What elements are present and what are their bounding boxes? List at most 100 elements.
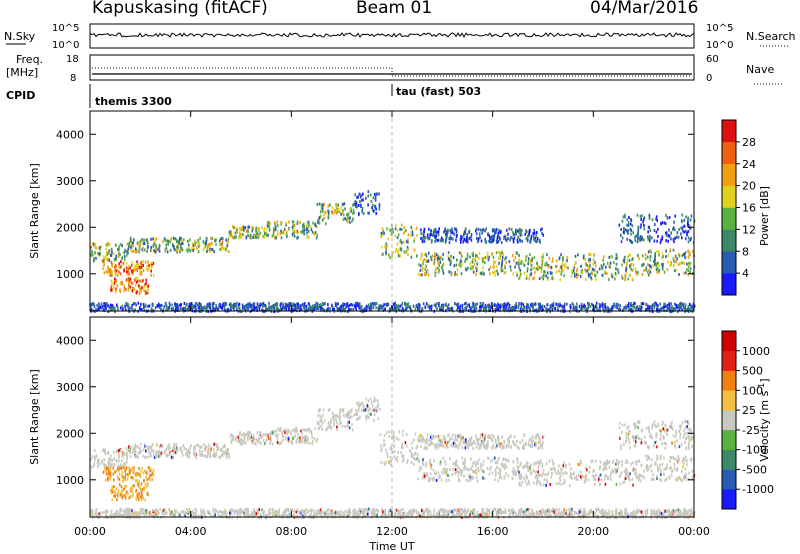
range-cell <box>535 470 537 474</box>
range-cell <box>228 454 230 458</box>
range-cell <box>655 301 657 305</box>
range-cell <box>294 434 296 438</box>
range-cell <box>469 255 471 259</box>
range-cell <box>320 416 323 420</box>
range-cell <box>118 483 121 487</box>
range-cell <box>343 302 346 306</box>
range-cell <box>482 460 485 464</box>
range-cell <box>318 216 321 220</box>
range-cell <box>237 303 240 307</box>
range-cell <box>300 441 302 445</box>
range-cell <box>452 433 454 437</box>
range-cell <box>254 306 257 310</box>
range-cell <box>276 440 279 444</box>
range-cell <box>639 215 642 219</box>
range-cell <box>651 236 653 240</box>
range-cell <box>624 304 627 308</box>
range-cell <box>352 212 354 216</box>
range-cell <box>204 306 206 310</box>
range-cell <box>465 239 468 243</box>
range-cell <box>435 472 437 476</box>
range-cell <box>335 203 337 207</box>
range-cell <box>342 414 345 418</box>
range-cell <box>244 226 247 230</box>
range-cell <box>617 271 620 275</box>
range-cell <box>481 228 484 232</box>
range-cell <box>233 303 236 307</box>
range-cell <box>353 304 356 308</box>
range-cell <box>423 240 426 244</box>
range-cell <box>121 474 123 478</box>
range-cell <box>211 237 213 241</box>
range-cell <box>344 217 347 221</box>
range-cell <box>638 478 640 482</box>
range-cell <box>604 461 607 465</box>
range-cell <box>258 227 261 231</box>
range-cell <box>610 307 613 311</box>
range-cell <box>342 213 345 217</box>
range-cell <box>149 469 151 473</box>
range-cell <box>576 477 579 481</box>
range-cell <box>285 232 288 236</box>
range-cell <box>111 307 114 311</box>
range-cell <box>449 237 451 241</box>
range-cell <box>359 415 361 419</box>
range-cell <box>592 258 595 262</box>
range-cell <box>687 240 690 244</box>
range-cell <box>289 430 291 434</box>
range-cell <box>684 467 687 471</box>
range-cell <box>634 302 637 306</box>
range-cell <box>615 302 618 306</box>
range-cell <box>552 301 555 305</box>
range-cell <box>257 227 259 231</box>
range-cell <box>119 242 122 246</box>
range-cell <box>207 446 210 450</box>
range-cell <box>461 306 464 310</box>
range-cell <box>180 236 183 240</box>
range-cell <box>468 230 470 234</box>
range-cell <box>361 408 363 412</box>
range-cell <box>437 266 439 270</box>
range-cell <box>311 230 314 234</box>
range-cell <box>374 398 377 402</box>
range-cell <box>197 304 200 308</box>
range-cell <box>583 480 586 484</box>
range-cell <box>504 466 506 470</box>
range-cell <box>308 427 311 431</box>
range-cell <box>601 267 603 271</box>
range-cell <box>97 464 99 468</box>
range-cell <box>190 306 193 310</box>
range-cell <box>686 222 689 226</box>
range-cell <box>438 301 440 305</box>
range-cell <box>317 302 319 306</box>
range-cell <box>142 471 145 475</box>
range-cell <box>437 257 439 261</box>
range-cell <box>439 460 442 464</box>
range-cell <box>371 404 374 408</box>
range-cell <box>376 405 379 409</box>
range-cell <box>322 307 325 311</box>
range-cell <box>606 459 609 463</box>
range-cell <box>213 301 215 305</box>
range-cell <box>659 478 661 482</box>
range-cell <box>219 247 221 251</box>
range-cell <box>425 273 427 277</box>
range-cell <box>125 278 127 282</box>
range-cell <box>507 236 509 240</box>
range-cell <box>337 203 339 207</box>
range-cell <box>235 308 238 312</box>
range-cell <box>124 248 126 252</box>
range-cell <box>494 308 497 312</box>
range-cell <box>436 442 438 446</box>
range-cell <box>516 273 518 277</box>
range-cell <box>655 461 657 465</box>
range-cell <box>378 207 381 211</box>
range-cell <box>176 303 179 307</box>
range-cell <box>683 474 686 478</box>
range-cell <box>625 263 628 267</box>
range-cell <box>287 440 290 444</box>
range-cell <box>471 264 473 268</box>
range-cell <box>175 239 178 243</box>
range-cell <box>116 268 119 272</box>
range-cell <box>356 401 358 405</box>
